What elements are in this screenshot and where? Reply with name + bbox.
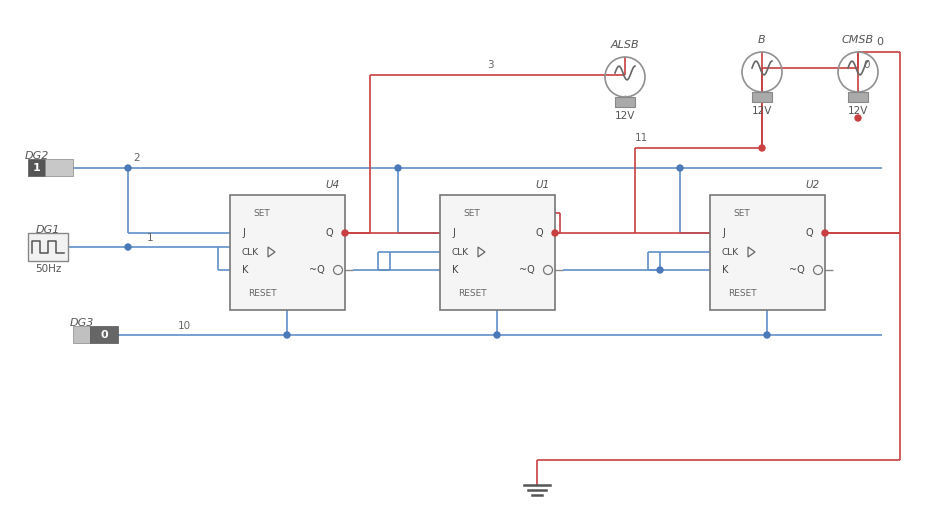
Circle shape bbox=[677, 165, 683, 171]
Text: 3: 3 bbox=[487, 60, 494, 70]
Circle shape bbox=[125, 165, 131, 171]
Bar bbox=[28, 159, 45, 176]
Bar bbox=[752, 92, 772, 102]
Text: K: K bbox=[452, 265, 458, 275]
Text: ALSB: ALSB bbox=[610, 40, 639, 50]
Text: K: K bbox=[722, 265, 729, 275]
Text: 0: 0 bbox=[863, 60, 870, 70]
Bar bbox=[73, 326, 90, 343]
Text: ~Q: ~Q bbox=[309, 265, 325, 275]
Text: Q: Q bbox=[806, 228, 813, 238]
Text: 0: 0 bbox=[100, 330, 107, 340]
Circle shape bbox=[395, 165, 401, 171]
Circle shape bbox=[855, 115, 861, 121]
Text: 1: 1 bbox=[32, 163, 41, 173]
Bar bbox=[230, 195, 345, 310]
Bar bbox=[90, 326, 118, 343]
Text: SET: SET bbox=[464, 209, 481, 217]
Bar bbox=[710, 195, 825, 310]
Text: U1: U1 bbox=[536, 180, 550, 190]
Text: RESET: RESET bbox=[728, 289, 757, 297]
Text: SET: SET bbox=[733, 209, 750, 217]
Text: 11: 11 bbox=[635, 133, 648, 143]
Text: RESET: RESET bbox=[247, 289, 276, 297]
Circle shape bbox=[284, 332, 290, 338]
Circle shape bbox=[552, 230, 558, 236]
Circle shape bbox=[822, 230, 828, 236]
Text: ~Q: ~Q bbox=[789, 265, 805, 275]
Text: 12V: 12V bbox=[615, 111, 635, 121]
Text: J: J bbox=[242, 228, 244, 238]
Text: 0: 0 bbox=[876, 37, 883, 47]
Bar bbox=[440, 195, 555, 310]
Text: CLK: CLK bbox=[242, 247, 259, 257]
Text: J: J bbox=[722, 228, 725, 238]
Circle shape bbox=[657, 267, 663, 273]
Bar bbox=[45, 159, 73, 176]
Text: RESET: RESET bbox=[457, 289, 486, 297]
Text: Q: Q bbox=[325, 228, 333, 238]
Text: 2: 2 bbox=[133, 153, 140, 163]
Text: K: K bbox=[242, 265, 248, 275]
Circle shape bbox=[125, 244, 131, 250]
Bar bbox=[615, 97, 635, 107]
Text: 10: 10 bbox=[178, 321, 191, 331]
Text: Q: Q bbox=[535, 228, 543, 238]
Text: CMSB: CMSB bbox=[842, 35, 874, 45]
Text: J: J bbox=[452, 228, 455, 238]
Text: 12V: 12V bbox=[848, 106, 869, 116]
Circle shape bbox=[764, 332, 770, 338]
Text: SET: SET bbox=[254, 209, 270, 217]
Bar bbox=[848, 92, 868, 102]
Text: DG1: DG1 bbox=[36, 225, 60, 235]
Text: 1: 1 bbox=[146, 233, 154, 243]
Text: B: B bbox=[758, 35, 766, 45]
Text: CLK: CLK bbox=[722, 247, 739, 257]
Text: U4: U4 bbox=[326, 180, 340, 190]
Bar bbox=[28, 233, 68, 261]
Text: 12V: 12V bbox=[752, 106, 772, 116]
Circle shape bbox=[342, 230, 348, 236]
Circle shape bbox=[494, 332, 500, 338]
Text: CLK: CLK bbox=[452, 247, 469, 257]
Text: 50Hz: 50Hz bbox=[35, 264, 61, 274]
Circle shape bbox=[759, 145, 765, 151]
Text: DG3: DG3 bbox=[69, 318, 94, 328]
Text: U2: U2 bbox=[806, 180, 820, 190]
Text: ~Q: ~Q bbox=[519, 265, 535, 275]
Text: DG2: DG2 bbox=[25, 151, 49, 161]
